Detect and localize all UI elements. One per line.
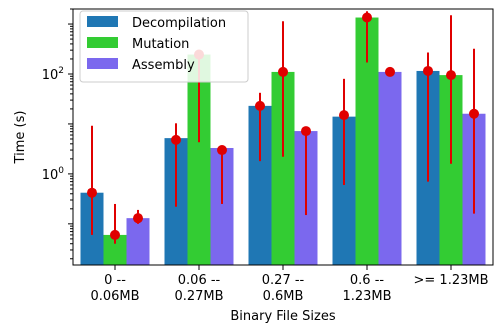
y-tick-label: 102 <box>42 66 64 83</box>
x-tick-label: 0.6 -- <box>350 273 384 288</box>
x-tick-label: 0.06 -- <box>178 273 221 288</box>
bar-decompilation-3 <box>332 116 356 265</box>
error-marker-mutation-3 <box>362 12 372 23</box>
x-tick-label: 0.06MB <box>90 289 139 304</box>
x-tick-label: >= 1.23MB <box>414 273 489 288</box>
legend-label-mutation: Mutation <box>132 37 189 52</box>
bar-mutation-4 <box>439 75 463 265</box>
error-marker-assembly-3 <box>385 66 395 77</box>
bar-mutation-1 <box>187 54 211 266</box>
x-axis: 0 --0.06MB 0.06 --0.27MB 0.27 --0.6MB 0.6 -… <box>90 265 489 304</box>
y-axis-label: Time (s) <box>13 111 28 165</box>
error-marker-mutation-0 <box>110 229 120 240</box>
error-marker-assembly-2 <box>301 126 311 137</box>
legend-label-assembly: Assembly <box>132 58 195 73</box>
bar-mutation-0 <box>103 234 127 265</box>
y-axis: 100 102 <box>42 8 73 260</box>
legend-label-decompilation: Decompilation <box>132 16 226 31</box>
bar-assembly-1 <box>210 147 234 265</box>
bar-decompilation-2 <box>248 105 272 265</box>
bar-mutation-2 <box>271 71 295 265</box>
x-tick-label: 1.23MB <box>342 289 391 304</box>
x-axis-label: Binary File Sizes <box>230 309 335 324</box>
error-marker-mutation-2 <box>278 66 288 77</box>
legend-swatch-decompilation <box>87 16 118 27</box>
x-tick-label: 0.27MB <box>174 289 223 304</box>
error-marker-decompilation-0 <box>87 187 97 198</box>
bar-assembly-0 <box>126 218 150 265</box>
x-tick-label: 0.27 -- <box>262 273 305 288</box>
error-bars-layer <box>87 11 479 244</box>
error-marker-decompilation-3 <box>339 110 349 121</box>
error-marker-decompilation-2 <box>255 100 265 111</box>
error-marker-assembly-1 <box>217 145 227 156</box>
bars-layer <box>80 17 486 266</box>
legend-box <box>79 10 249 83</box>
error-marker-mutation-4 <box>446 70 456 81</box>
x-tick-label: 0.6MB <box>263 289 304 304</box>
x-tick-label: 0 -- <box>104 273 126 288</box>
error-marker-decompilation-1 <box>171 134 181 145</box>
legend-swatch-assembly <box>87 58 118 69</box>
legend-swatch-mutation <box>87 37 118 48</box>
legend: Decompilation Mutation Assembly <box>79 10 249 83</box>
y-tick-label: 100 <box>42 166 65 183</box>
bar-mutation-3 <box>355 17 379 266</box>
error-marker-decompilation-4 <box>423 65 433 76</box>
error-marker-assembly-4 <box>469 108 479 119</box>
error-marker-assembly-0 <box>133 213 143 224</box>
bar-assembly-3 <box>378 71 402 265</box>
